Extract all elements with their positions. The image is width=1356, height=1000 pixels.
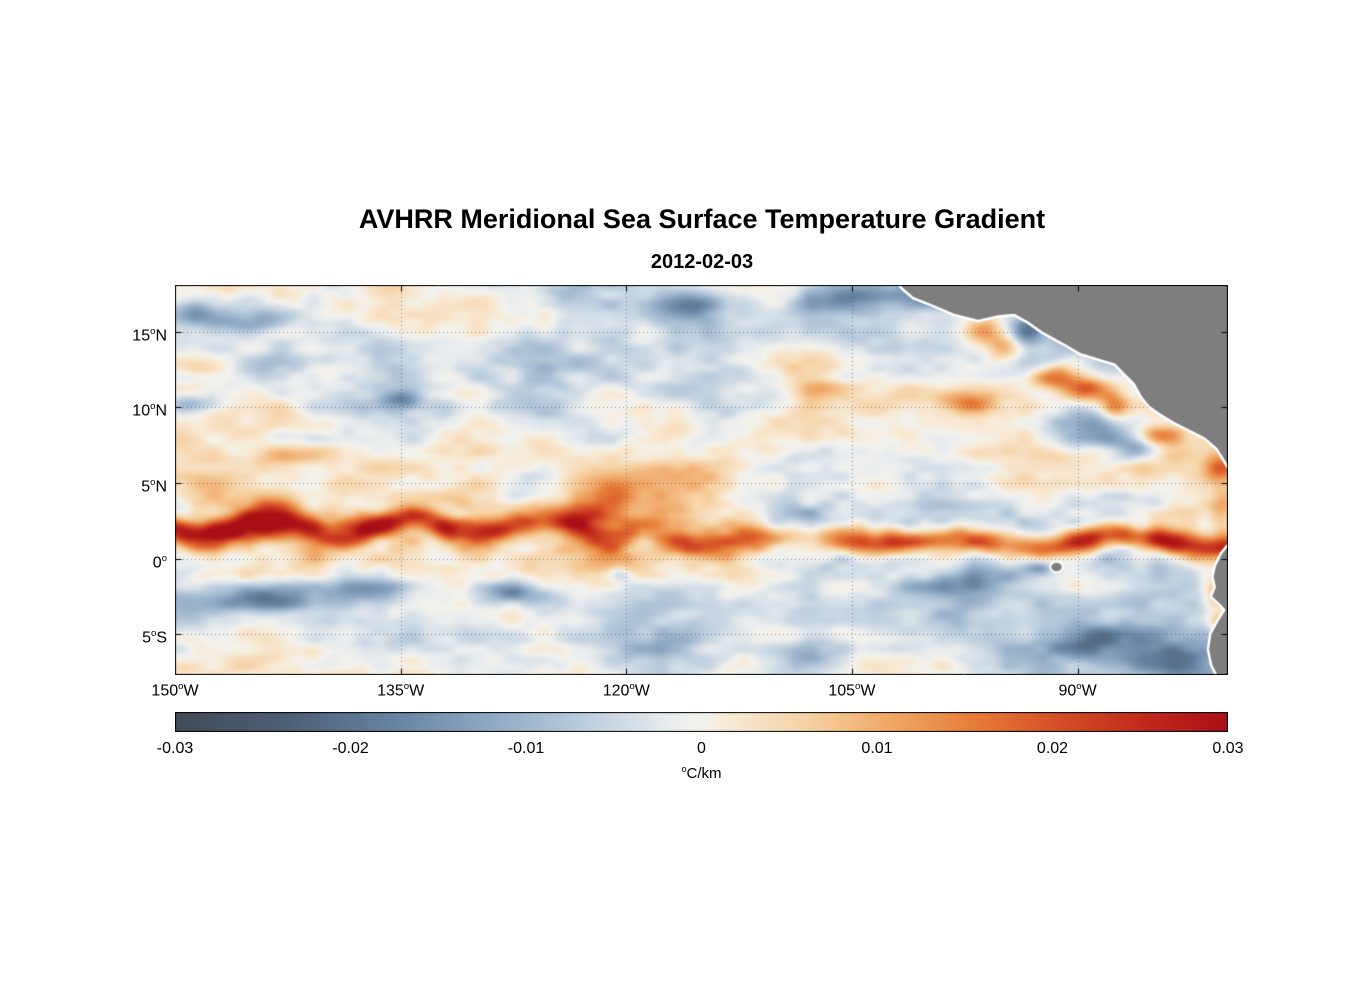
colorbar-tick-label: -0.01 [507,740,545,757]
figure-date-subtitle: 2012-02-03 [650,251,754,273]
colorbar-tick-label: -0.02 [332,740,369,757]
figure-title: AVHRR Meridional Sea Surface Temperature… [358,204,1046,234]
colorbar-tick-label: 0.01 [861,740,893,757]
colorbar [175,712,1228,732]
colorbar-tick-label: 0.02 [1036,740,1069,757]
y-axis-tick-label: 5oN [141,477,167,496]
x-axis-tick-label: 105oW [828,681,876,700]
y-axis-tick-label: 15oN [132,325,167,345]
colorbar-tick-label: -0.03 [156,740,194,757]
degree-symbol: o [681,764,687,774]
x-axis-tick-label: 135oW [377,681,425,700]
y-axis-tick-label: 10oN [132,401,167,420]
units-text: C/km [686,765,722,782]
x-axis-tick-label: 90oW [1058,681,1097,700]
colorbar-tick-label: 0 [697,740,706,757]
colorbar-gradient-canvas [175,712,1228,732]
map-plot-area [175,285,1228,675]
colorbar-units-label: oC/km [175,764,1228,782]
y-axis-tick-label: 5oS [142,628,167,647]
x-axis-tick-label: 150oW [151,681,199,700]
x-axis-tick-label: 120oW [602,681,650,700]
sst-gradient-heatmap-canvas [175,285,1228,675]
y-axis-tick-label: 0o [152,552,167,571]
colorbar-tick-label: 0.03 [1212,740,1244,757]
